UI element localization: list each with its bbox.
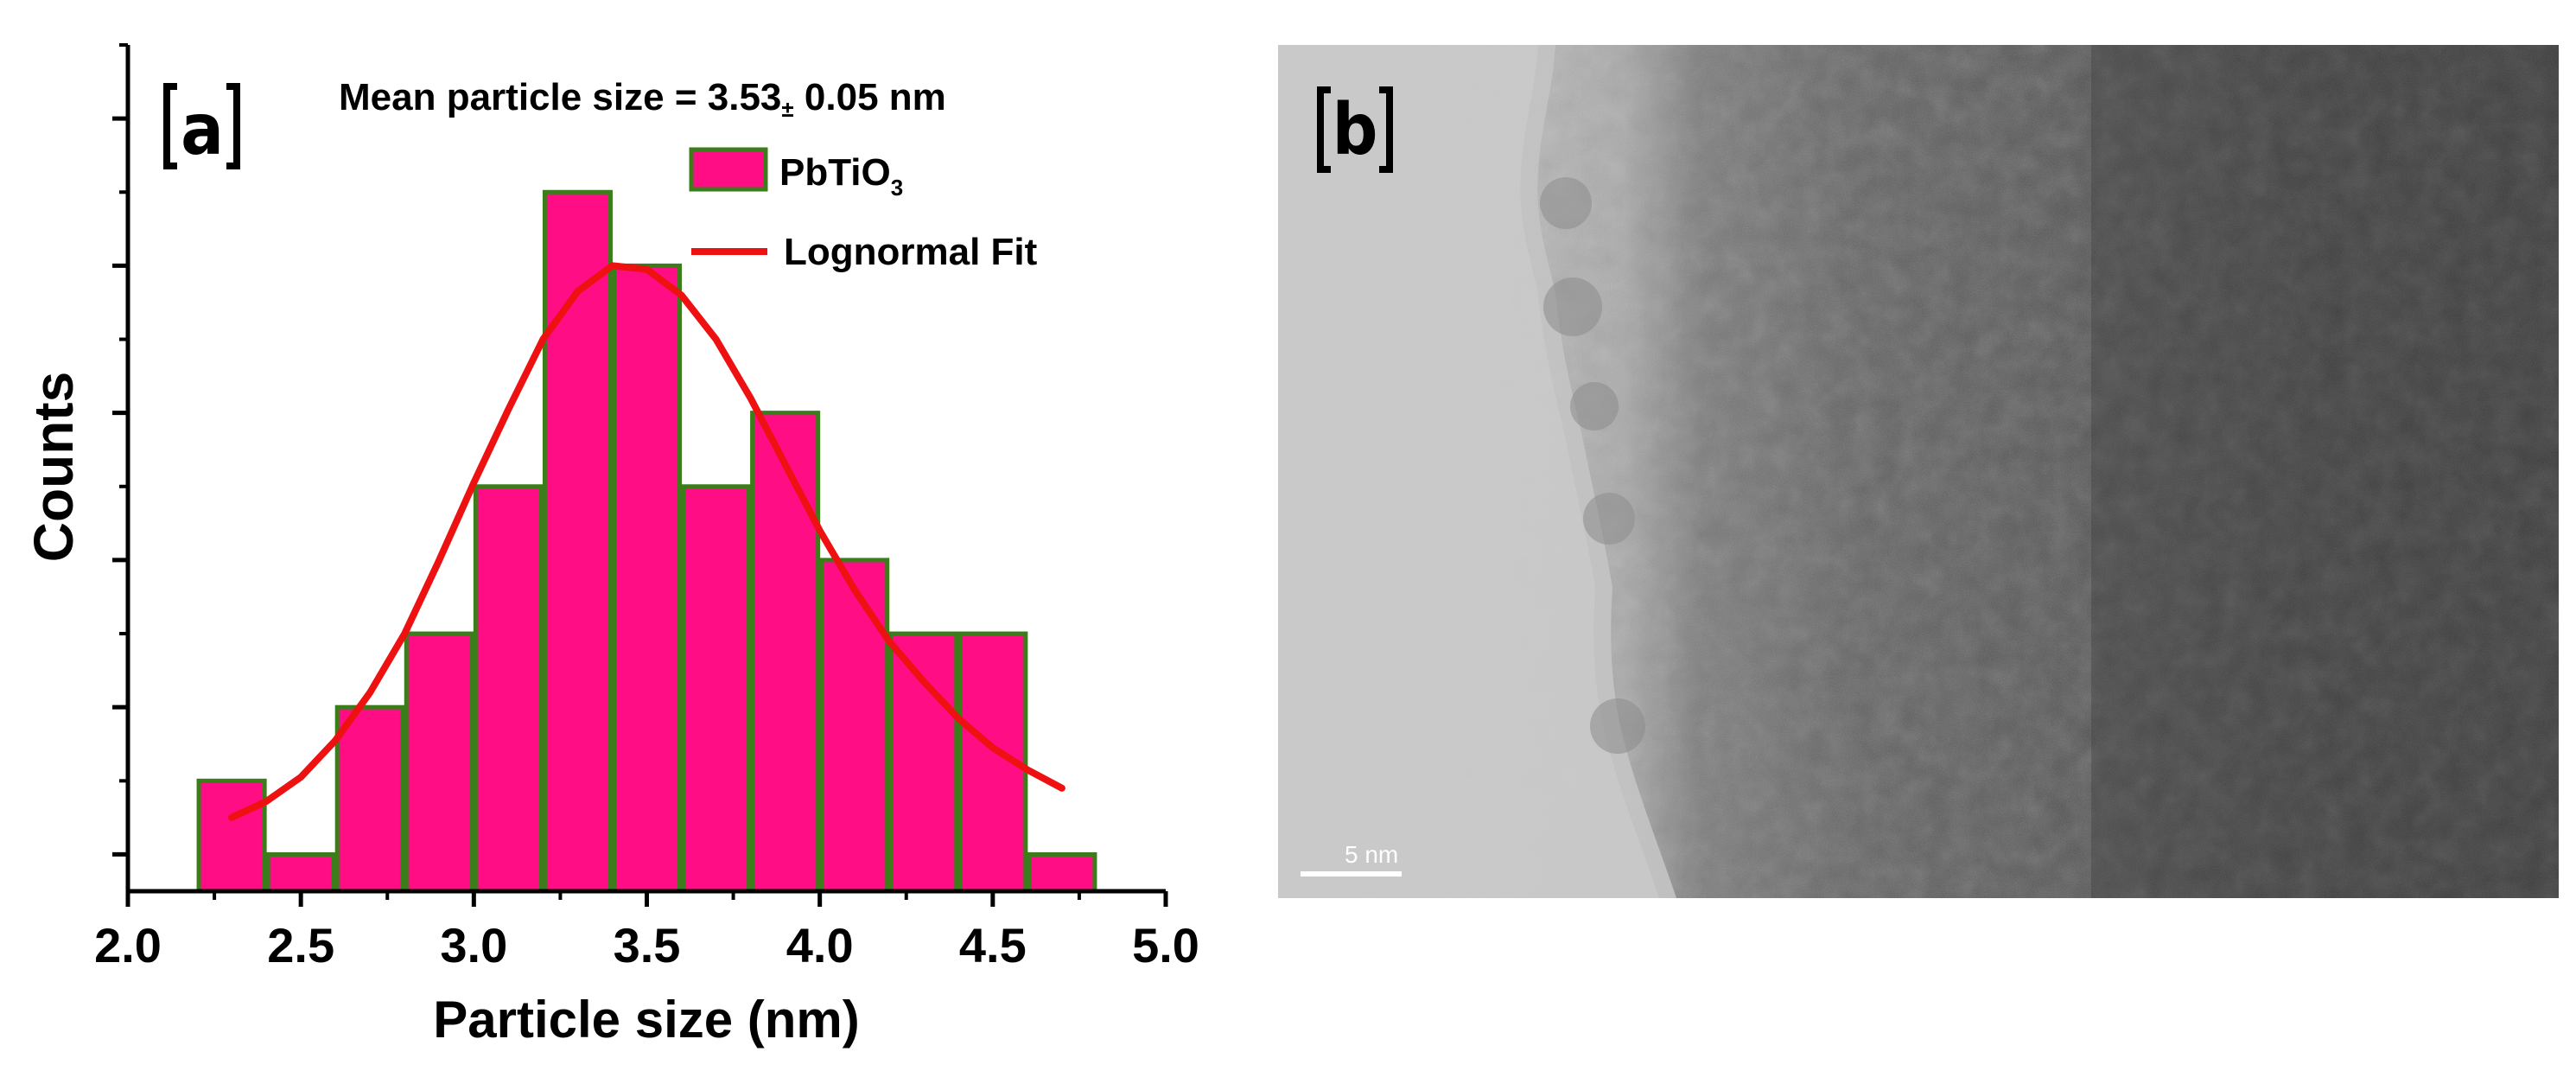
legend-label-fit: Lognormal Fit: [784, 231, 1038, 273]
histogram-bar: [819, 558, 890, 894]
panel-label-b-text: b: [1333, 89, 1378, 171]
x-tick-label: 2.5: [267, 918, 334, 972]
histogram-bar: [404, 631, 474, 894]
x-axis-ticks: 2.0 2.5 3.0 3.5 4.0 4.5 5.0: [94, 891, 1199, 972]
histogram-bar: [334, 704, 405, 894]
mean-size-annotation: Mean particle size = 3.53± 0.05 nm: [339, 76, 946, 122]
tem-edge-particles: [1540, 177, 1645, 754]
legend-swatch-pbtio3: [689, 147, 768, 192]
scale-bar: 5 nm: [1301, 841, 1402, 877]
tem-vacuum-halo: [1278, 45, 1659, 898]
legend: PbTiO3 Lognormal Fit: [689, 147, 1038, 273]
x-tick-label: 2.0: [94, 918, 162, 972]
scale-bar-line: [1301, 871, 1402, 877]
tem-dark-region: [2091, 45, 2559, 898]
histogram-bar: [611, 263, 683, 894]
x-tick-label: 4.5: [959, 918, 1027, 972]
panel-label-b: b: [1317, 86, 1393, 173]
x-axis-label: Particle size (nm): [433, 991, 860, 1049]
histogram-bar: [888, 631, 959, 894]
histogram-bar: [750, 411, 821, 894]
panel-a-histogram: 2.0 2.5 3.0 3.5 4.0 4.5 5.0 Particle size (nm)…: [22, 43, 1199, 1049]
lognormal-fit-curve: [228, 262, 1065, 821]
histogram-bar: [681, 484, 752, 894]
x-tick-label: 5.0: [1132, 918, 1199, 972]
legend-label-pbtio3: PbTiO3: [779, 151, 903, 201]
histogram-bar: [1027, 851, 1097, 894]
x-tick-label: 4.0: [786, 918, 854, 972]
x-tick-label: 3.0: [440, 918, 507, 972]
y-axis-ticks: [112, 43, 128, 857]
histogram-bar: [473, 484, 544, 894]
histogram-bars: [196, 189, 1097, 894]
panel-label-a: a: [163, 83, 240, 171]
x-tick-label: 3.5: [614, 918, 681, 972]
y-axis-label: Counts: [22, 372, 85, 562]
scale-bar-label: 5 nm: [1345, 841, 1398, 868]
histogram-bar: [265, 851, 336, 894]
histogram-bar: [542, 189, 613, 894]
panel-label-a-text: a: [181, 89, 224, 171]
panel-b-tem-image: b 5 nm: [1278, 45, 2559, 898]
histogram-bar: [196, 778, 267, 894]
